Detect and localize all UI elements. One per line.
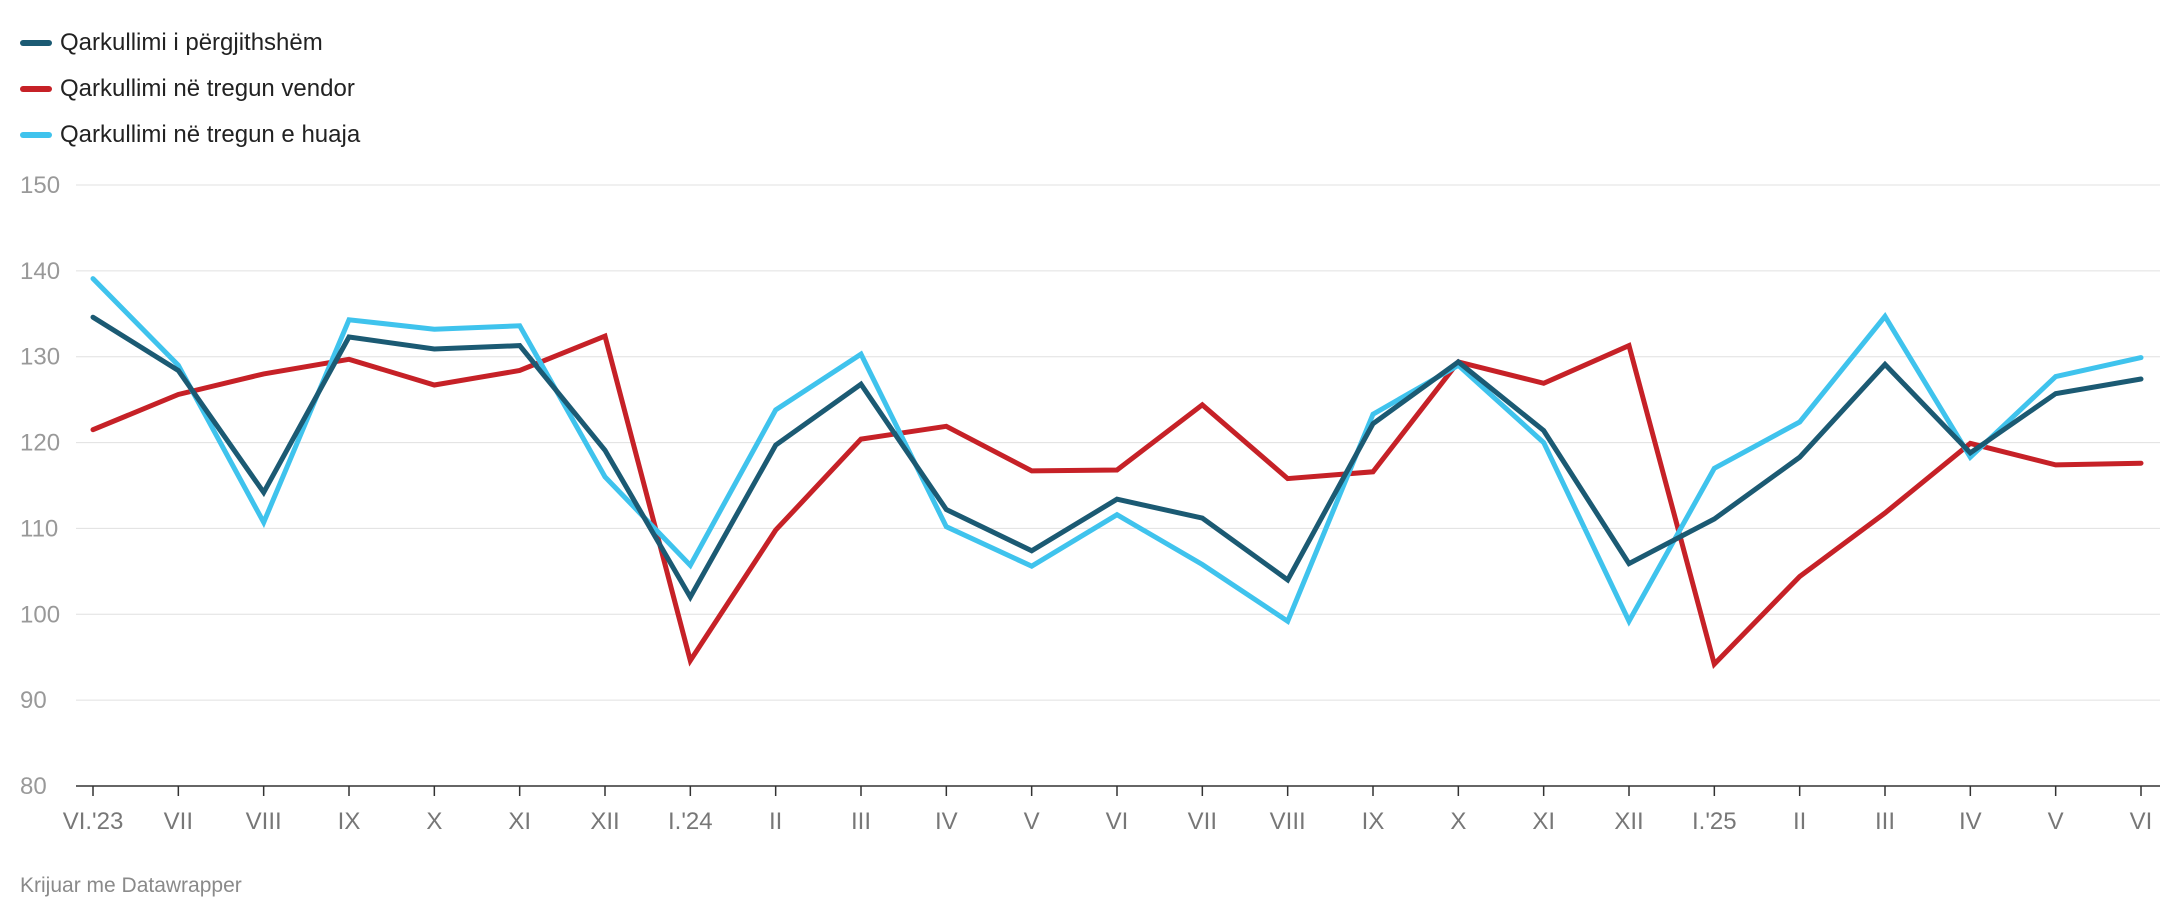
footer-credit: Krijuar me Datawrapper xyxy=(20,874,242,897)
legend-label-domestic: Qarkullimi në tregun vendor xyxy=(60,75,355,102)
x-tick-label: XI xyxy=(1532,808,1555,835)
y-tick-label: 140 xyxy=(20,258,60,285)
x-tick-label: IX xyxy=(338,808,361,835)
x-tick-label: V xyxy=(1024,808,1040,835)
series-line-foreign xyxy=(90,276,2144,627)
x-tick-label: V xyxy=(2048,808,2064,835)
legend-swatch-foreign xyxy=(20,132,52,138)
x-tick-label: IV xyxy=(935,808,958,835)
chart-legend: Qarkullimi i përgjithshëm Qarkullimi në … xyxy=(20,20,360,158)
legend-swatch-domestic xyxy=(20,86,52,92)
x-tick-label: I.'25 xyxy=(1692,808,1737,835)
x-tick-label: II xyxy=(1793,808,1806,835)
x-tick-label: X xyxy=(1450,808,1466,835)
legend-swatch-total xyxy=(20,40,52,46)
legend-label-total: Qarkullimi i përgjithshëm xyxy=(60,29,323,56)
x-tick-label: XII xyxy=(590,808,619,835)
x-tick-label: I.'24 xyxy=(668,808,713,835)
x-tick-label: VI xyxy=(1106,808,1129,835)
x-tick-label: XII xyxy=(1614,808,1643,835)
series-line-total xyxy=(90,314,2144,603)
legend-item-domestic: Qarkullimi në tregun vendor xyxy=(20,66,360,112)
x-tick-label: IV xyxy=(1959,808,1982,835)
x-tick-label: X xyxy=(426,808,442,835)
x-tick-label: VI.'23 xyxy=(63,808,124,835)
legend-item-foreign: Qarkullimi në tregun e huaja xyxy=(20,112,360,158)
x-tick-label: II xyxy=(769,808,782,835)
x-tick-label: XI xyxy=(508,808,531,835)
x-tick-label: VII xyxy=(164,808,193,835)
y-tick-label: 90 xyxy=(20,687,47,714)
y-tick-label: 150 xyxy=(20,172,60,199)
y-tick-label: 120 xyxy=(20,430,60,457)
y-tick-label: 100 xyxy=(20,601,60,628)
x-tick-label: VIII xyxy=(246,808,282,835)
x-tick-label: VIII xyxy=(1270,808,1306,835)
y-tick-label: 130 xyxy=(20,344,60,371)
x-tick-label: III xyxy=(851,808,871,835)
y-tick-label: 110 xyxy=(20,515,58,542)
x-tick-label: VII xyxy=(1188,808,1217,835)
x-tick-label: VI xyxy=(2130,808,2153,835)
x-tick-label: IX xyxy=(1362,808,1385,835)
y-tick-label: 80 xyxy=(20,773,47,800)
legend-item-total: Qarkullimi i përgjithshëm xyxy=(20,20,360,66)
series-line-domestic xyxy=(90,332,2144,669)
x-tick-label: III xyxy=(1875,808,1895,835)
legend-label-foreign: Qarkullimi në tregun e huaja xyxy=(60,121,361,148)
